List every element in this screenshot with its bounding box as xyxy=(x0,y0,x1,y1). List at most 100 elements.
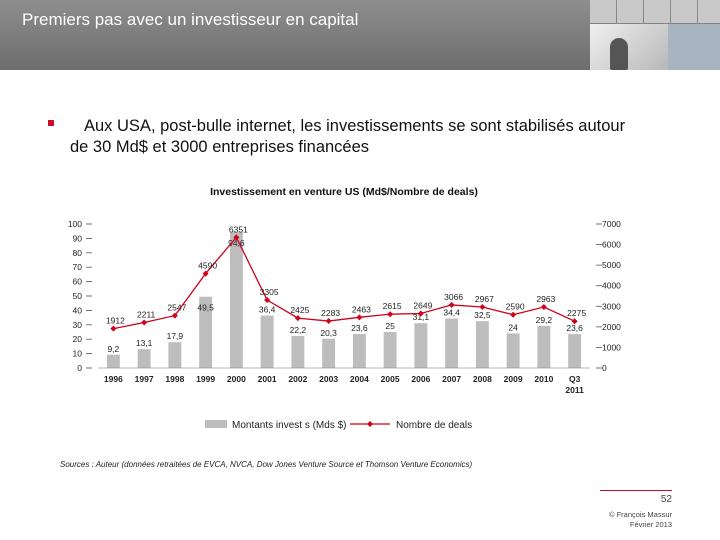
bar xyxy=(537,325,551,368)
x-category-label: 1996 xyxy=(104,374,123,384)
x-category-label: 2008 xyxy=(473,374,492,384)
bar xyxy=(168,342,182,368)
x-category-label: 2000 xyxy=(227,374,246,384)
bar xyxy=(137,349,151,368)
bar xyxy=(322,338,336,368)
deals-data-label: 2283 xyxy=(321,308,340,318)
deals-point xyxy=(110,325,117,332)
author-date: Février 2013 xyxy=(629,520,672,529)
deals-point xyxy=(264,297,271,304)
bar-data-label: 49,5 xyxy=(197,303,214,313)
bar-data-label: 23,6 xyxy=(351,323,368,333)
bar xyxy=(291,336,305,368)
y-left-tick-label: 30 xyxy=(73,320,83,330)
deals-point xyxy=(479,303,486,310)
deals-point xyxy=(171,312,178,319)
bar-data-label: 94,6 xyxy=(228,238,245,248)
x-category-label: 2010 xyxy=(534,374,553,384)
bar-data-label: 32,5 xyxy=(474,310,491,320)
y-right-tick-label: 4000 xyxy=(602,281,621,291)
x-category-label: 1997 xyxy=(135,374,154,384)
bar-data-label: 29,2 xyxy=(536,315,553,325)
y-left-tick-label: 70 xyxy=(73,262,83,272)
page-number: 52 xyxy=(660,494,672,505)
legend-line-label: Nombre de deals xyxy=(396,420,472,431)
y-left-tick-label: 60 xyxy=(73,277,83,287)
y-right-tick-label: 2000 xyxy=(602,322,621,332)
bar-data-label: 13,1 xyxy=(136,338,153,348)
deals-point xyxy=(202,270,209,277)
y-left-tick-label: 20 xyxy=(73,334,83,344)
y-left-tick-label: 40 xyxy=(73,305,83,315)
bar xyxy=(199,296,213,368)
y-right-tick-label: 6000 xyxy=(602,240,621,250)
y-right-tick-label: 5000 xyxy=(602,260,621,270)
deals-data-label: 2590 xyxy=(506,302,525,312)
y-right-tick-label: 1000 xyxy=(602,342,621,352)
deals-data-label: 1912 xyxy=(106,316,125,326)
deals-data-label: 2963 xyxy=(536,294,555,304)
deals-point xyxy=(571,318,578,325)
y-left-tick-label: 10 xyxy=(73,349,83,359)
deals-point xyxy=(233,234,240,241)
venture-investment-chart: Investissement en venture US (Md$/Nombre… xyxy=(68,186,621,431)
deals-data-label: 2615 xyxy=(383,301,402,311)
bar xyxy=(352,334,366,368)
deals-point xyxy=(141,319,148,326)
bullet-line-2: de 30 Md$ et 3000 entreprises financées xyxy=(70,138,370,156)
deals-data-label: 2463 xyxy=(352,304,371,314)
deals-data-label: 4590 xyxy=(198,261,217,271)
slide-header: Premiers pas avec un investisseur en cap… xyxy=(0,0,720,70)
bar xyxy=(568,334,582,368)
office-photo xyxy=(590,24,668,70)
photo-thumbnail xyxy=(668,24,720,70)
bar xyxy=(445,318,459,368)
deals-point xyxy=(325,318,332,325)
bar-data-label: 9,2 xyxy=(107,344,119,354)
legend-bar-label: Montants invest s (Mds $) xyxy=(232,420,346,431)
deals-point xyxy=(540,304,547,311)
bar-data-label: 31,1 xyxy=(413,312,430,322)
deals-point xyxy=(294,315,301,322)
bar-data-label: 22,2 xyxy=(290,325,307,335)
deals-data-label: 3066 xyxy=(444,292,463,302)
deals-data-label: 6351 xyxy=(229,224,248,234)
chart-title: Investissement en venture US (Md$/Nombre… xyxy=(210,186,478,198)
bar xyxy=(229,231,243,368)
bar-data-label: 20,3 xyxy=(320,328,337,338)
deals-data-label: 2211 xyxy=(137,310,156,320)
x-category-label: Q3 xyxy=(569,374,581,384)
deals-data-label: 2275 xyxy=(567,308,586,318)
author-credit: © François Massur Février 2013 xyxy=(560,510,672,530)
y-right-tick-label: 0 xyxy=(602,363,607,373)
x-category-label: 2009 xyxy=(504,374,523,384)
legend-line-marker xyxy=(367,421,373,427)
bar xyxy=(414,323,428,368)
y-left-tick-label: 80 xyxy=(73,248,83,258)
bar xyxy=(475,321,489,368)
y-left-tick-label: 50 xyxy=(73,291,83,301)
x-category-label: 2004 xyxy=(350,374,369,384)
bar-data-label: 34,4 xyxy=(443,307,460,317)
x-category-label: 2003 xyxy=(319,374,338,384)
source-note: Sources : Auteur (données retraitées de … xyxy=(60,460,473,469)
y-right-tick-label: 7000 xyxy=(602,219,621,229)
deals-line xyxy=(113,236,575,330)
deals-point xyxy=(387,311,394,318)
x-category-label: 2001 xyxy=(258,374,277,384)
person-photo xyxy=(610,38,628,70)
slide-title: Premiers pas avec un investisseur en cap… xyxy=(22,10,359,29)
bar xyxy=(106,354,120,368)
legend-bar-swatch xyxy=(205,420,227,428)
bullet-text: Aux USA, post-bulle internet, les invest… xyxy=(70,116,700,158)
bar-data-label: 17,9 xyxy=(167,331,184,341)
deals-data-label: 2425 xyxy=(290,305,309,315)
deals-point xyxy=(417,310,424,317)
deals-point xyxy=(510,311,517,318)
bar xyxy=(260,315,274,368)
y-left-tick-label: 0 xyxy=(77,363,82,373)
bar-data-label: 25 xyxy=(385,321,395,331)
author-name: © François Massur xyxy=(608,510,672,519)
y-left-tick-label: 90 xyxy=(73,233,83,243)
x-category-label: 1999 xyxy=(196,374,215,384)
